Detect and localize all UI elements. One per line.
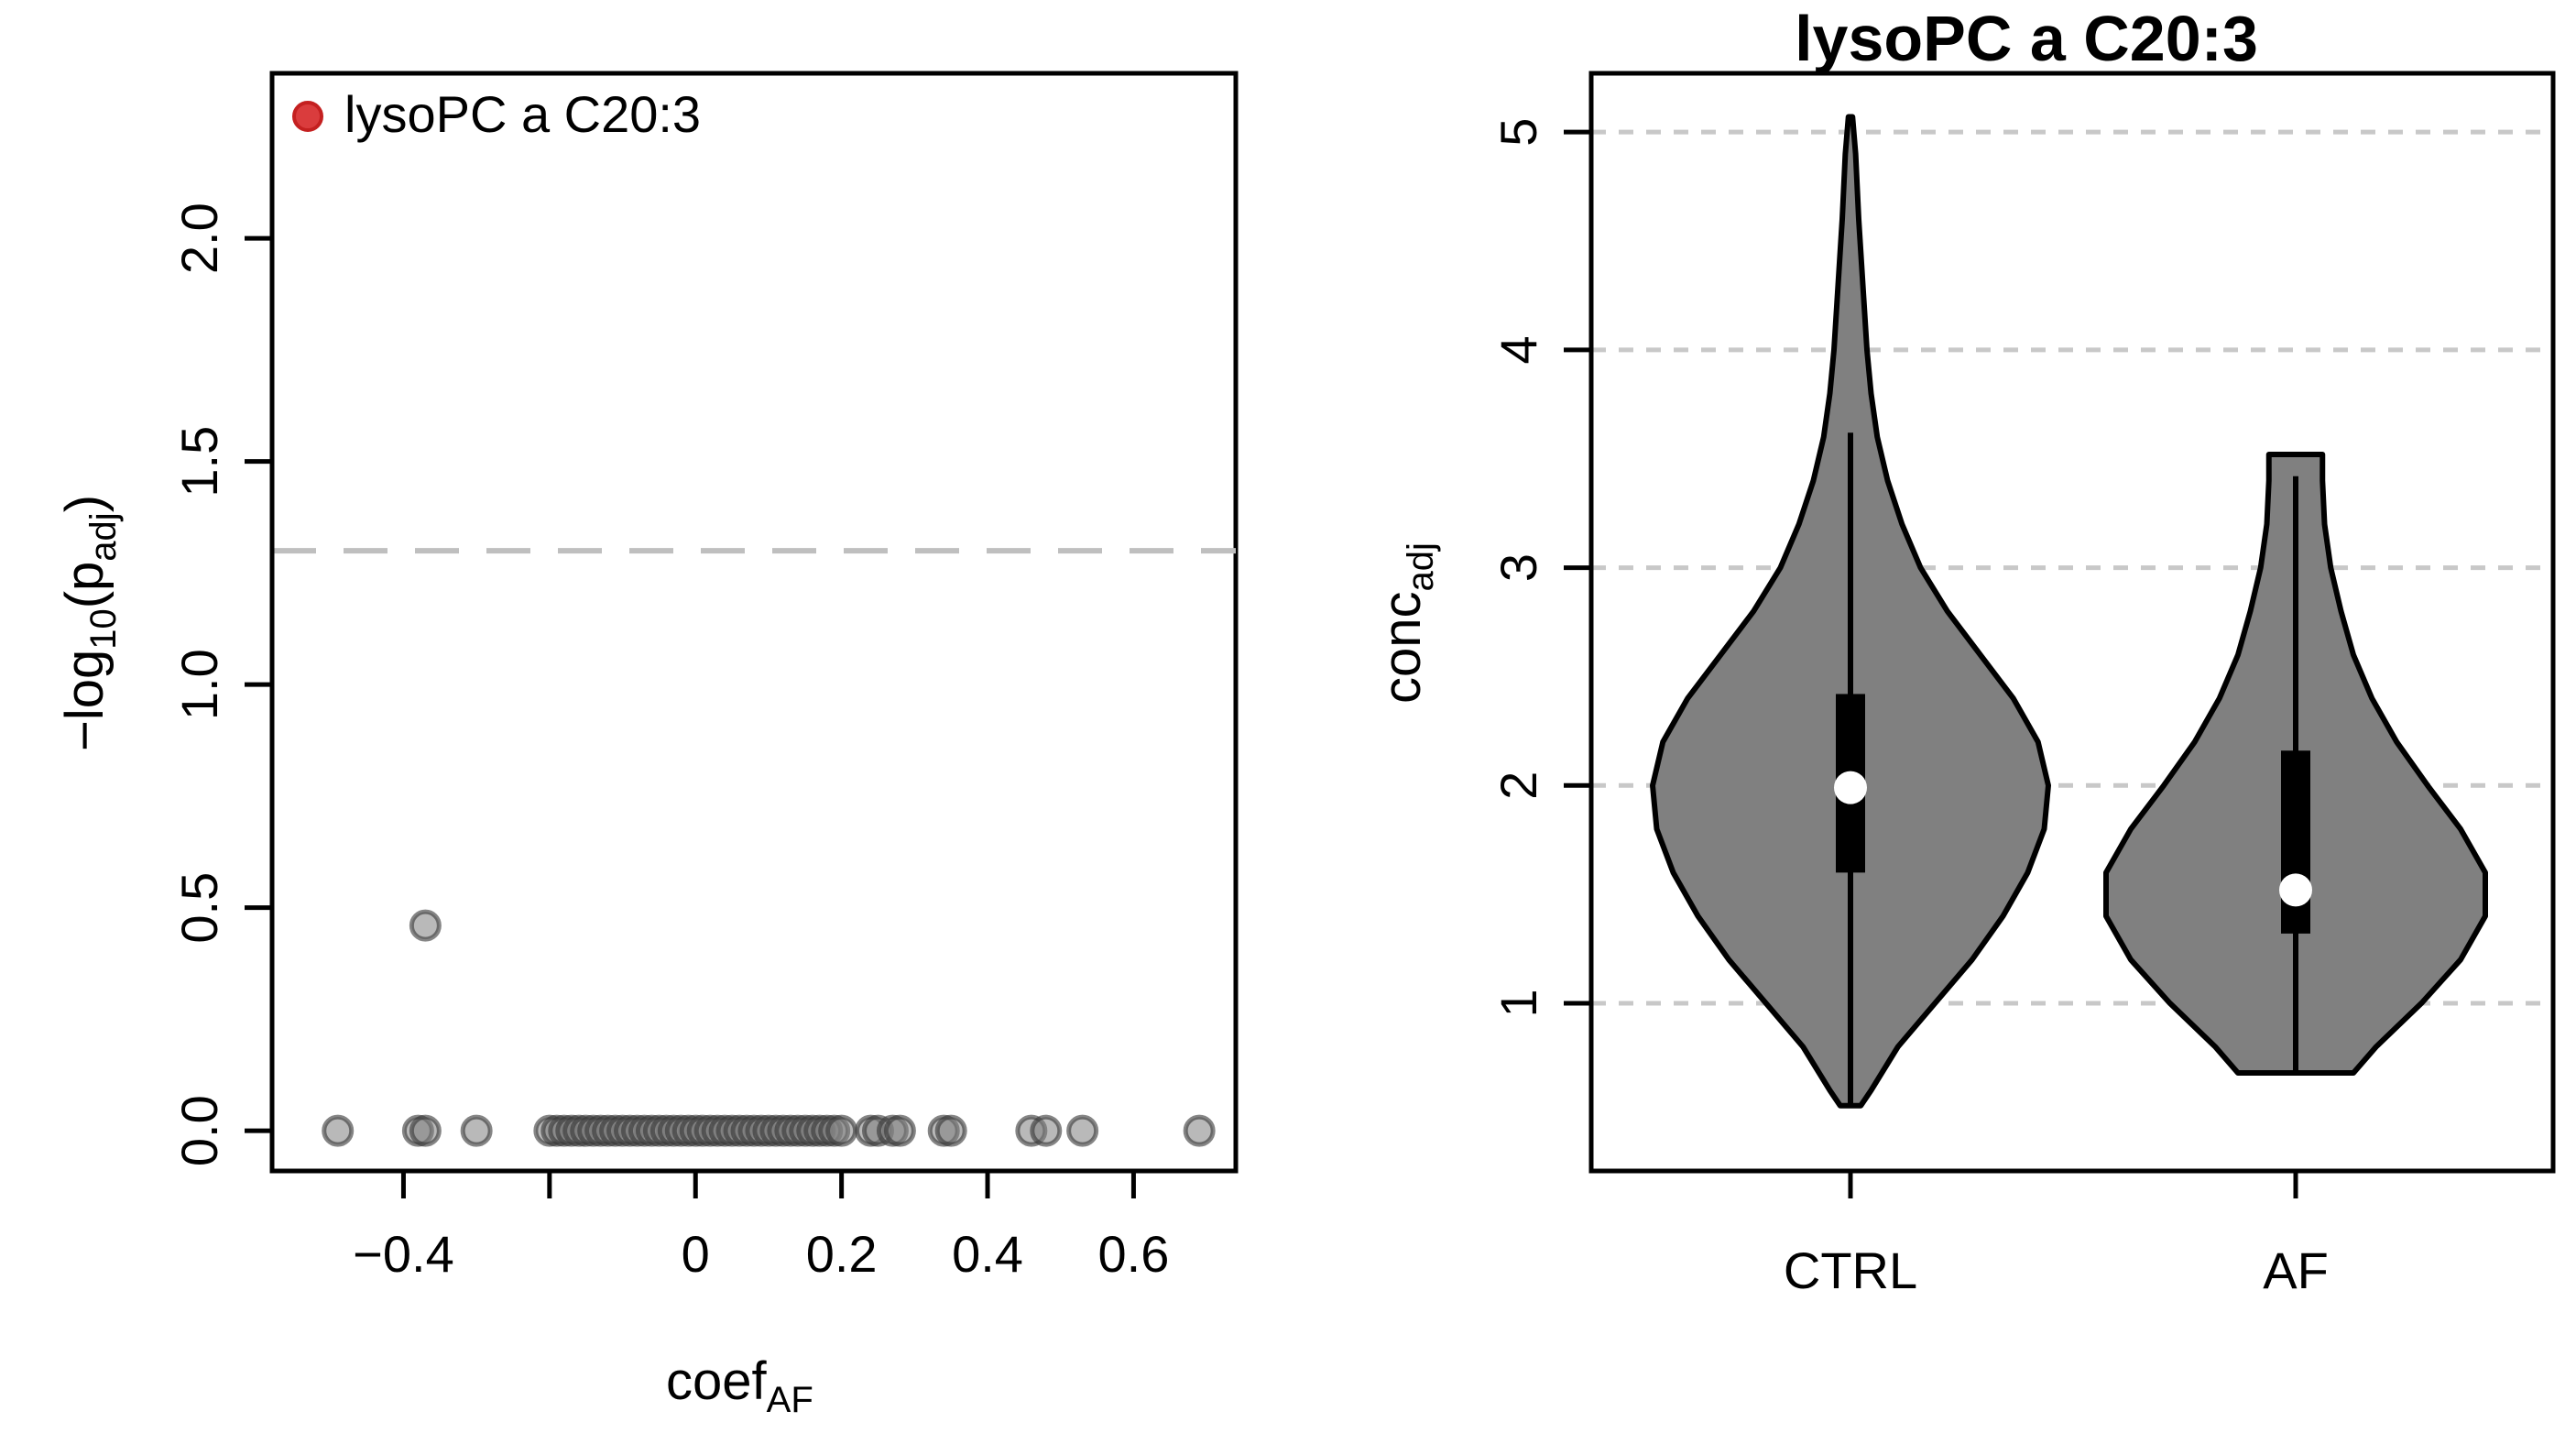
x-category-label: AF: [2263, 1242, 2329, 1299]
median-point-af: [2279, 873, 2312, 907]
violin-y-axis: 1 2 3 4 5: [1490, 118, 1591, 1018]
scatter-x-axis: −0.4 0 0.2 0.4 0.6: [353, 1168, 1169, 1283]
violin-plot-title: lysoPC a C20:3: [1795, 3, 2258, 74]
x-tick-label: −0.4: [353, 1225, 454, 1283]
x-tick-label: 0.4: [952, 1225, 1023, 1283]
scatter-x-axis-title: coefAF: [666, 1351, 813, 1420]
legend-marker-red-dot: [292, 101, 323, 132]
violin-x-axis: CTRL AF: [1784, 1171, 2329, 1299]
y-tick-label: 0.5: [170, 872, 228, 944]
violin-shapes: [1650, 114, 2488, 1109]
median-point-ctrl: [1834, 771, 1867, 804]
y-tick-label: 1.5: [170, 426, 228, 498]
data-point: [322, 1114, 355, 1147]
x-tick-label: 0.6: [1097, 1225, 1169, 1283]
scatter-y-axis-title: −log10(padj): [55, 495, 124, 751]
violin-panel: lysoPC a C20:3 CTRL AF 1 2 3 4 5 concadj: [1372, 3, 2556, 1299]
data-point: [1183, 1114, 1216, 1147]
scatter-panel: −0.4 0 0.2 0.4 0.6 0.0 0.5 1.0 1.5 2.0 lysoPC a …: [55, 71, 1239, 1420]
x-tick-label: 0: [682, 1225, 710, 1283]
data-point: [460, 1114, 493, 1147]
violin-y-axis-title: concadj: [1372, 542, 1441, 704]
x-tick-label: 0.2: [806, 1225, 878, 1283]
data-point: [409, 909, 442, 942]
data-point: [934, 1114, 967, 1147]
scatter-legend: lysoPC a C20:3: [292, 85, 701, 143]
y-tick-label: 0.0: [170, 1095, 228, 1166]
data-point: [1030, 1114, 1063, 1147]
scatter-y-axis: 0.0 0.5 1.0 1.5 2.0: [170, 202, 275, 1166]
y-tick-label: 4: [1490, 335, 1547, 364]
violin-plot-frame: [1588, 71, 2556, 1174]
scatter-points: [322, 909, 1216, 1147]
y-tick-label: 1.0: [170, 649, 228, 720]
y-tick-label: 1: [1490, 989, 1547, 1017]
data-point: [825, 1114, 858, 1147]
data-point: [409, 1114, 442, 1147]
y-tick-label: 2: [1490, 771, 1547, 800]
legend-label: lysoPC a C20:3: [344, 85, 701, 143]
x-category-label: CTRL: [1784, 1242, 1917, 1299]
y-tick-label: 2.0: [170, 202, 228, 274]
data-point: [1066, 1114, 1099, 1147]
data-point: [883, 1114, 916, 1147]
y-tick-label: 5: [1490, 118, 1547, 147]
y-tick-label: 3: [1490, 553, 1547, 582]
scatter-plot-frame: [269, 71, 1239, 1174]
